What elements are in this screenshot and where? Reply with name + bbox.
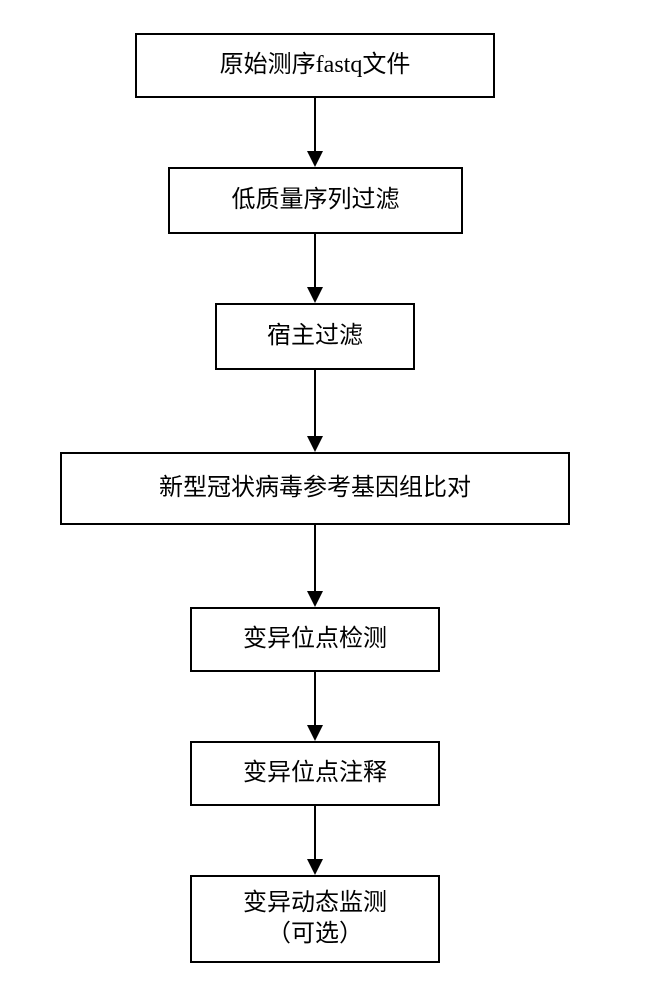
flow-edge-line bbox=[314, 525, 316, 591]
flow-node-n5: 变异位点检测 bbox=[190, 607, 440, 672]
flow-node-n6: 变异位点注释 bbox=[190, 741, 440, 806]
flow-edge-arrowhead bbox=[307, 436, 323, 452]
flow-edge-arrowhead bbox=[307, 287, 323, 303]
flow-edge-line bbox=[314, 370, 316, 436]
flow-node-n3: 宿主过滤 bbox=[215, 303, 415, 370]
flow-edge-arrowhead bbox=[307, 591, 323, 607]
flow-edge-line bbox=[314, 806, 316, 859]
flow-edge-arrowhead bbox=[307, 151, 323, 167]
flowchart-canvas: 原始测序fastq文件低质量序列过滤宿主过滤新型冠状病毒参考基因组比对变异位点检… bbox=[0, 0, 646, 1000]
flow-edge-line bbox=[314, 98, 316, 151]
flow-edge-line bbox=[314, 672, 316, 725]
flow-edge-arrowhead bbox=[307, 725, 323, 741]
flow-node-n7: 变异动态监测 （可选） bbox=[190, 875, 440, 963]
flow-node-n2: 低质量序列过滤 bbox=[168, 167, 463, 234]
flow-edge-line bbox=[314, 234, 316, 287]
flow-edge-arrowhead bbox=[307, 859, 323, 875]
flow-node-n4: 新型冠状病毒参考基因组比对 bbox=[60, 452, 570, 525]
flow-node-n1: 原始测序fastq文件 bbox=[135, 33, 495, 98]
